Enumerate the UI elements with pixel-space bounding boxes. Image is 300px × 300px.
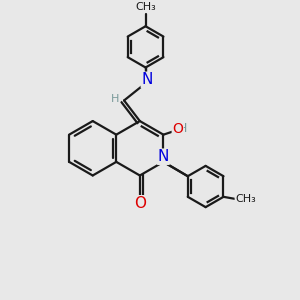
Text: H: H [178, 122, 187, 135]
Text: N: N [141, 72, 153, 87]
Text: O: O [134, 196, 146, 211]
Text: H: H [111, 94, 120, 104]
Text: CH₃: CH₃ [135, 2, 156, 12]
Text: O: O [172, 122, 183, 136]
Text: CH₃: CH₃ [235, 194, 256, 204]
Text: N: N [158, 149, 169, 164]
